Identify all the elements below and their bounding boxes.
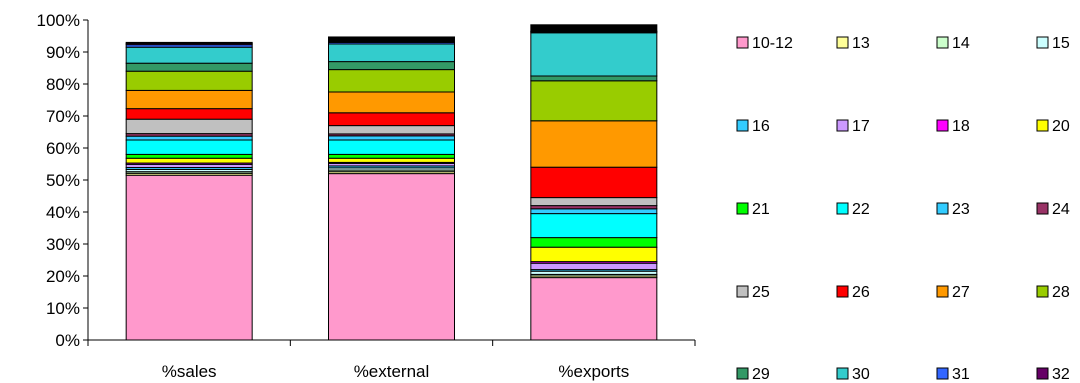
legend-label: 16 bbox=[752, 118, 770, 135]
y-tick-label: 30% bbox=[46, 235, 80, 254]
legend-label: 27 bbox=[952, 284, 970, 301]
bar-segment bbox=[125, 41, 253, 44]
legend-label: 22 bbox=[852, 201, 870, 218]
legend-swatch bbox=[736, 119, 749, 132]
chart-legend: 10-12 13 14 15 16 17 18 20 21 22 23 24 25 26 27 28 29 30 3… bbox=[736, 35, 1070, 383]
bar-segment bbox=[328, 153, 455, 159]
bar-segment bbox=[530, 24, 658, 32]
legend-swatch bbox=[736, 367, 749, 380]
y-tick-label: 80% bbox=[46, 75, 80, 94]
legend-swatch bbox=[936, 367, 949, 380]
legend-swatch bbox=[736, 36, 749, 49]
bar-segment bbox=[328, 61, 455, 71]
bar-segment bbox=[125, 118, 253, 135]
legend-swatch bbox=[736, 285, 749, 298]
y-tick-label: 0% bbox=[55, 331, 80, 350]
legend-label: 17 bbox=[852, 118, 870, 135]
bar-segment bbox=[530, 237, 658, 248]
bar-segment bbox=[328, 69, 455, 93]
bar-segment bbox=[125, 108, 253, 120]
x-tick-label: %exports bbox=[558, 362, 629, 381]
bar-segment bbox=[530, 262, 658, 271]
bar-segment bbox=[125, 135, 253, 141]
legend-label: 21 bbox=[752, 201, 770, 218]
legend-label: 20 bbox=[1052, 118, 1070, 135]
y-tick-label: 50% bbox=[46, 171, 80, 190]
bar-segment bbox=[328, 112, 455, 127]
legend-label: 18 bbox=[952, 118, 970, 135]
bar-segment bbox=[530, 32, 658, 77]
legend-label: 30 bbox=[852, 366, 870, 383]
bar-segment bbox=[530, 246, 658, 263]
legend-label: 15 bbox=[1052, 35, 1070, 52]
bar-segment bbox=[530, 197, 658, 207]
bar-segment bbox=[125, 70, 253, 91]
y-tick-label: 60% bbox=[46, 139, 80, 158]
legend-swatch bbox=[736, 202, 749, 215]
bar-segment bbox=[530, 277, 658, 341]
legend-swatch bbox=[836, 202, 849, 215]
legend-label: 23 bbox=[952, 201, 970, 218]
y-tick-label: 100% bbox=[37, 11, 80, 30]
y-tick-label: 40% bbox=[46, 203, 80, 222]
legend-label: 13 bbox=[852, 35, 870, 52]
plot-area: 0% 10% 20% 30% 40% 50% 60% 70% 80% 90% 100% %sales%… bbox=[37, 11, 696, 381]
legend-swatch bbox=[1036, 367, 1049, 380]
legend-label: 31 bbox=[952, 366, 970, 383]
bar-segment bbox=[530, 120, 658, 168]
bar-segment bbox=[328, 139, 455, 155]
bar-segment bbox=[328, 36, 455, 43]
bar-segment bbox=[125, 153, 253, 159]
y-tick-label: 70% bbox=[46, 107, 80, 126]
bar-segment bbox=[530, 213, 658, 239]
legend-swatch bbox=[1036, 285, 1049, 298]
bar-segment bbox=[328, 125, 455, 135]
legend-label: 14 bbox=[952, 35, 970, 52]
bar-segment bbox=[125, 139, 253, 155]
legend-swatch bbox=[1036, 202, 1049, 215]
bar-segment bbox=[328, 91, 455, 114]
bar-segment bbox=[530, 75, 658, 82]
legend-swatch bbox=[836, 367, 849, 380]
bar-segment bbox=[530, 166, 658, 199]
legend-label: 29 bbox=[752, 366, 770, 383]
legend-swatch bbox=[936, 285, 949, 298]
bar-segment bbox=[328, 157, 455, 163]
bar-segment bbox=[328, 135, 455, 141]
legend-label: 26 bbox=[852, 284, 870, 301]
legend-swatch bbox=[1036, 36, 1049, 49]
legend-swatch bbox=[936, 119, 949, 132]
bar-segment bbox=[530, 208, 658, 215]
x-tick-label: %external bbox=[354, 362, 430, 381]
legend-label: 25 bbox=[752, 284, 770, 301]
bar-segment bbox=[328, 43, 455, 63]
bar-segment bbox=[125, 62, 253, 72]
legend-label: 32 bbox=[1052, 366, 1070, 383]
legend-swatch bbox=[936, 202, 949, 215]
x-tick-label: %sales bbox=[162, 362, 217, 381]
legend-swatch bbox=[936, 36, 949, 49]
bar-segment bbox=[125, 157, 253, 164]
bar-segment bbox=[328, 173, 455, 341]
y-tick-label: 10% bbox=[46, 299, 80, 318]
bar-segment bbox=[530, 80, 658, 122]
bar-segment bbox=[125, 174, 253, 341]
legend-swatch bbox=[836, 285, 849, 298]
y-tick-label: 90% bbox=[46, 43, 80, 62]
bar-segment bbox=[125, 46, 253, 64]
legend-swatch bbox=[836, 119, 849, 132]
legend-label: 10-12 bbox=[752, 35, 793, 52]
legend-label: 24 bbox=[1052, 201, 1070, 218]
legend-swatch bbox=[836, 36, 849, 49]
legend-swatch bbox=[1036, 119, 1049, 132]
bar-segment bbox=[125, 89, 253, 110]
legend-label: 28 bbox=[1052, 284, 1070, 301]
y-tick-label: 20% bbox=[46, 267, 80, 286]
